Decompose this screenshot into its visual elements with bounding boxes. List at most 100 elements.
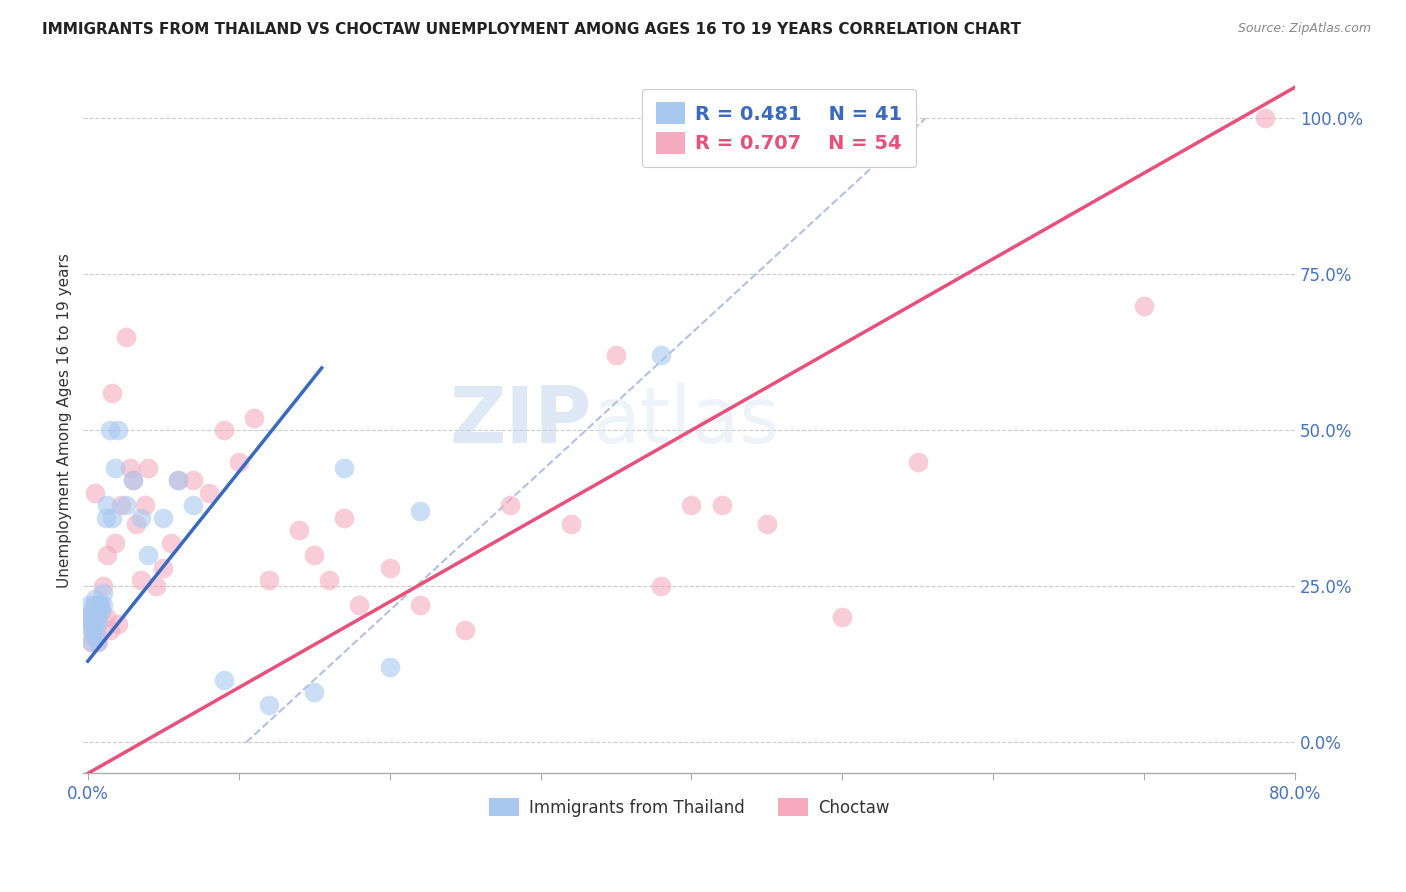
Point [114, 498, 136, 512]
Point [560, 516, 582, 531]
Point [183, 498, 205, 512]
Point [333, 510, 356, 524]
Point [89, 598, 111, 612]
Point [80, 635, 103, 649]
Point [80, 623, 103, 637]
Point [83, 598, 105, 612]
Point [605, 349, 627, 363]
Point [1254, 112, 1277, 126]
Point [107, 423, 129, 437]
Point [114, 330, 136, 344]
Point [499, 498, 522, 512]
Point [91, 579, 114, 593]
Point [409, 504, 432, 518]
Point [129, 573, 152, 587]
Legend: Immigrants from Thailand, Choctaw: Immigrants from Thailand, Choctaw [481, 789, 898, 825]
Point [212, 423, 235, 437]
Point [100, 623, 122, 637]
Point [90, 604, 112, 618]
Point [79, 610, 101, 624]
Point [90, 604, 112, 618]
Point [87, 610, 110, 624]
Point [104, 460, 127, 475]
Point [1133, 299, 1156, 313]
Point [79, 598, 101, 612]
Point [84, 598, 107, 612]
Point [710, 498, 733, 512]
Point [159, 535, 181, 549]
Point [136, 460, 159, 475]
Point [409, 598, 432, 612]
Point [145, 579, 167, 593]
Point [101, 510, 124, 524]
Point [87, 616, 110, 631]
Point [83, 629, 105, 643]
Y-axis label: Unemployment Among Ages 16 to 19 years: Unemployment Among Ages 16 to 19 years [58, 253, 72, 589]
Point [79, 610, 101, 624]
Point [136, 548, 159, 562]
Point [87, 635, 110, 649]
Point [101, 385, 124, 400]
Point [129, 510, 152, 524]
Point [91, 585, 114, 599]
Point [333, 460, 356, 475]
Point [86, 635, 108, 649]
Point [94, 510, 117, 524]
Point [82, 623, 104, 637]
Point [257, 573, 280, 587]
Point [80, 610, 103, 624]
Point [318, 573, 340, 587]
Point [454, 623, 477, 637]
Point [152, 510, 174, 524]
Point [91, 598, 114, 612]
Point [152, 560, 174, 574]
Point [100, 423, 122, 437]
Point [89, 598, 111, 612]
Point [907, 454, 929, 468]
Point [84, 610, 107, 624]
Text: IMMIGRANTS FROM THAILAND VS CHOCTAW UNEMPLOYMENT AMONG AGES 16 TO 19 YEARS CORRE: IMMIGRANTS FROM THAILAND VS CHOCTAW UNEM… [42, 22, 1021, 37]
Text: ZIP: ZIP [450, 383, 592, 459]
Point [107, 616, 129, 631]
Point [288, 523, 311, 537]
Point [681, 498, 703, 512]
Point [82, 635, 104, 649]
Point [378, 560, 401, 574]
Text: Source: ZipAtlas.com: Source: ZipAtlas.com [1237, 22, 1371, 36]
Point [104, 535, 127, 549]
Point [120, 460, 142, 475]
Point [86, 629, 108, 643]
Point [167, 473, 190, 487]
Point [197, 485, 219, 500]
Point [257, 698, 280, 712]
Point [122, 473, 145, 487]
Point [650, 349, 672, 363]
Point [831, 118, 853, 132]
Point [96, 548, 118, 562]
Point [650, 579, 672, 593]
Point [110, 498, 132, 512]
Point [134, 498, 156, 512]
Point [831, 610, 853, 624]
Point [125, 516, 148, 531]
Point [228, 454, 250, 468]
Point [212, 673, 235, 687]
Point [243, 410, 266, 425]
Text: atlas: atlas [592, 383, 780, 459]
Point [302, 685, 325, 699]
Point [378, 660, 401, 674]
Point [167, 473, 190, 487]
Point [84, 623, 107, 637]
Point [82, 604, 104, 618]
Point [122, 473, 145, 487]
Point [84, 591, 107, 606]
Point [755, 516, 778, 531]
Point [302, 548, 325, 562]
Point [84, 485, 107, 500]
Point [94, 610, 117, 624]
Point [82, 616, 104, 631]
Point [96, 498, 118, 512]
Point [183, 473, 205, 487]
Point [83, 610, 105, 624]
Point [349, 598, 371, 612]
